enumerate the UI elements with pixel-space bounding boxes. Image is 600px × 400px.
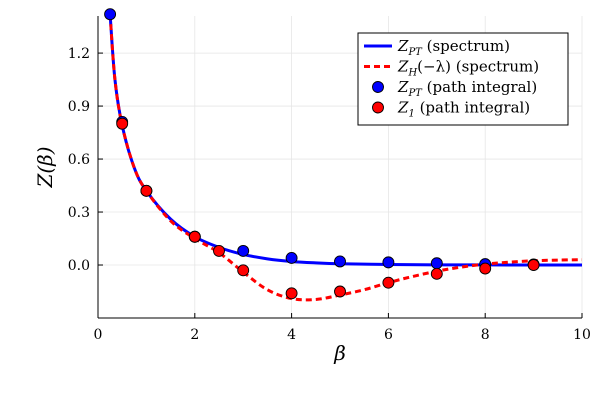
zpt-path-integral-point — [104, 8, 117, 21]
legend-symbol: Z — [397, 37, 409, 55]
y-axis-label: Z(β) — [33, 146, 57, 188]
y-tick-label: 0.0 — [68, 258, 90, 274]
z1-path-integral-point — [527, 259, 540, 271]
x-tick-label: 6 — [384, 327, 393, 343]
zpt-path-integral-point — [334, 255, 346, 268]
legend-entry-label: ZPT (spectrum) — [397, 37, 510, 58]
axes — [97, 16, 583, 319]
z1-path-integral-point — [140, 184, 153, 197]
z1-path-integral-point — [116, 117, 129, 130]
x-axis-label: β — [333, 341, 346, 365]
zh-spectrum-line — [108, 14, 582, 302]
y-tick-label: 1.2 — [68, 46, 90, 62]
y-tick-label: 0.3 — [68, 205, 90, 221]
x-tick-label: 10 — [573, 327, 591, 343]
legend-symbol: Z — [397, 78, 409, 96]
tick-labels: 0 2 4 6 8 10 0.0 0.3 0.6 0.9 1.2 — [68, 46, 591, 343]
legend-swatch-marker — [372, 101, 384, 114]
zpt-path-integral-point — [237, 244, 250, 257]
z1-path-integral-point — [188, 230, 201, 243]
y-tick-label: 0.9 — [68, 99, 90, 115]
y-tick-label: 0.6 — [68, 152, 90, 168]
x-tick-label: 2 — [190, 327, 199, 343]
zpt-path-integral-point — [285, 252, 298, 264]
zpt-path-integral-point — [382, 256, 395, 269]
x-tick-label: 4 — [287, 327, 296, 343]
z1-path-integral-point — [479, 262, 492, 275]
legend-subscript: PT — [407, 88, 423, 99]
legend-description: (path integral) — [422, 78, 537, 96]
legend-subscript: H — [407, 68, 417, 79]
z1-path-integral-point — [382, 276, 395, 289]
legend-description: (spectrum) — [422, 37, 510, 55]
legend-entry-label: Z1 (path integral) — [397, 99, 530, 120]
z1-path-integral-point — [334, 285, 346, 298]
z1-path-integral-point — [430, 267, 443, 280]
x-tick-label: 8 — [481, 327, 490, 343]
z1-path-integral-point — [285, 287, 298, 300]
zpt-path-integral-point — [430, 257, 443, 270]
legend-description: (path integral) — [415, 99, 530, 117]
legend: ZPT (spectrum)ZH(−λ) (spectrum)ZPT (path… — [357, 32, 569, 126]
legend-symbol: Z — [397, 58, 409, 76]
x-tick-label: 0 — [94, 327, 103, 343]
legend-subscript: 1 — [408, 109, 414, 120]
legend-description: (−λ) (spectrum) — [417, 58, 539, 76]
series-layer — [104, 8, 582, 302]
legend-entry-label: ZH(−λ) (spectrum) — [397, 58, 539, 79]
z1-path-integral-point — [237, 264, 250, 277]
legend-swatch-marker — [372, 81, 384, 93]
legend-subscript: PT — [407, 47, 423, 58]
legend-entry-label: ZPT (path integral) — [397, 78, 537, 99]
legend-box — [357, 32, 569, 126]
legend-symbol: Z — [397, 99, 409, 117]
z1-path-integral-point — [213, 244, 225, 257]
